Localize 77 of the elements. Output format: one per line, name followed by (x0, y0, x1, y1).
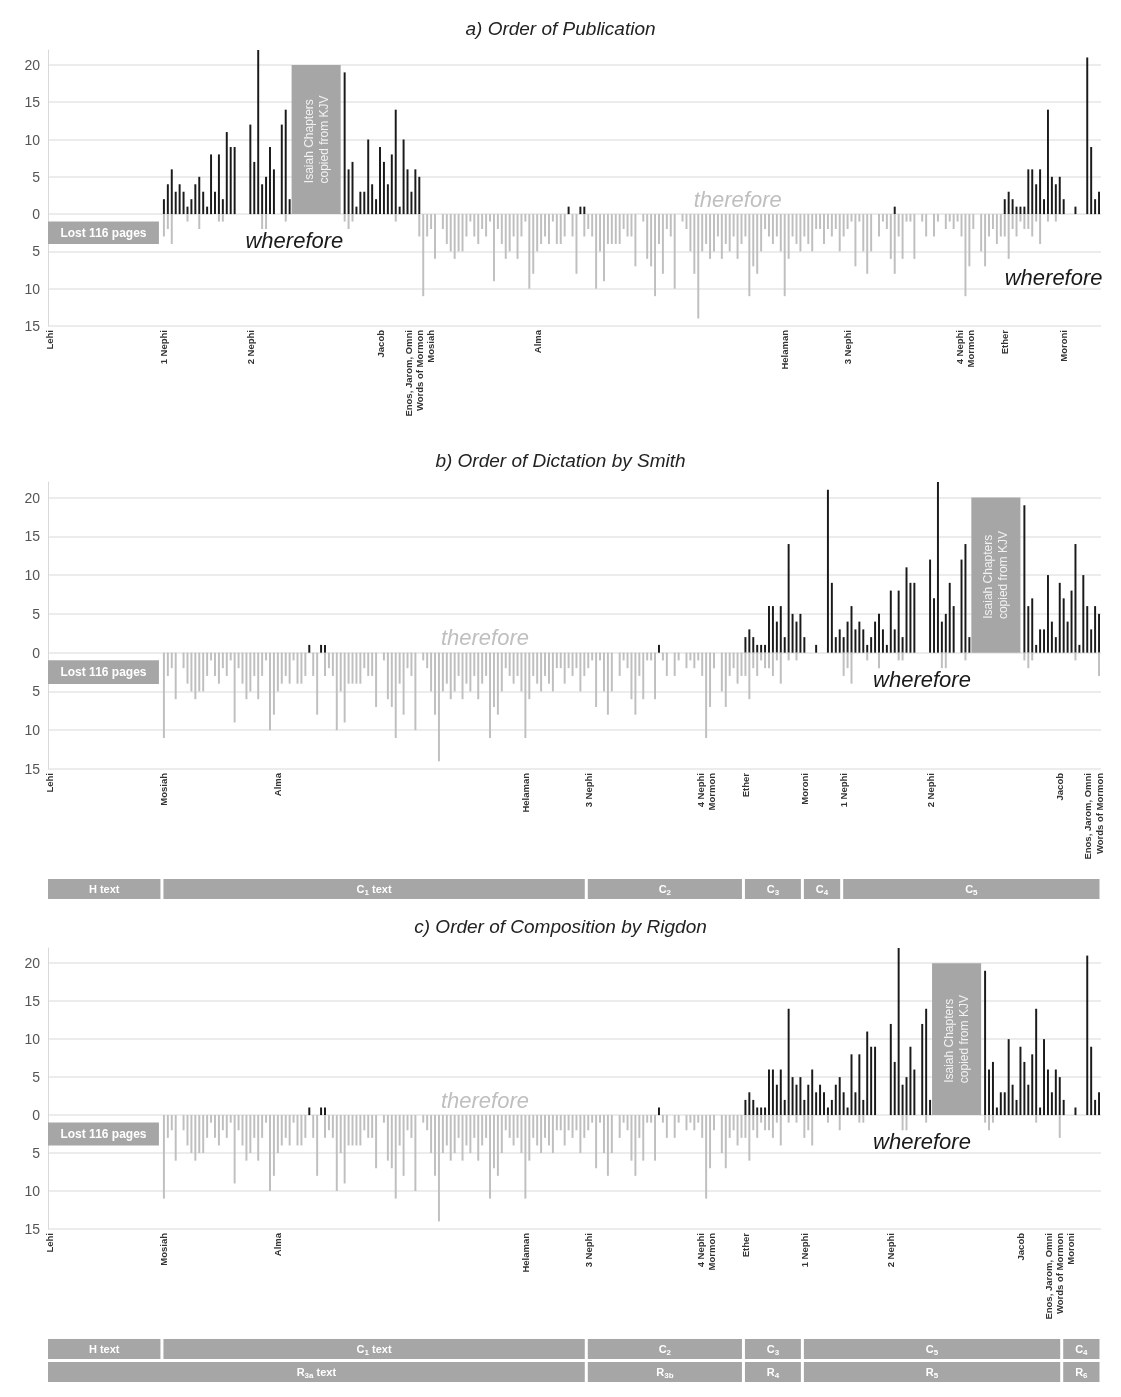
series-label: wherefore (873, 667, 971, 693)
x-tick-label: Jacob (1014, 1232, 1026, 1261)
x-tick-label: 4 Nephi Mormon (695, 1232, 718, 1271)
y-tick-label: 5 (32, 605, 41, 622)
y-tick-label: 20 (24, 955, 41, 972)
x-tick-label: 2 Nephi (885, 1233, 897, 1268)
annotation: Isaiah Chapters copied from KJV (981, 531, 1011, 620)
annotation: Isaiah Chapters copied from KJV (301, 95, 331, 184)
x-tick-label: Mosiah (158, 772, 170, 806)
x-tick-label: 1 Nephi (838, 773, 850, 808)
x-tick-label: Jacob (1054, 772, 1066, 801)
y-tick-label: 15 (24, 993, 41, 1010)
x-tick-label: Lehi (44, 1233, 56, 1253)
x-tick-label: 4 Nephi Mormon (695, 772, 718, 811)
y-tick-label: 20 (24, 56, 41, 73)
y-tick-label: 10 (24, 131, 41, 148)
x-tick-label: Lehi (44, 330, 56, 350)
y-tick-label: 15 (24, 528, 41, 545)
y-tick-label: 5 (32, 243, 41, 260)
text: wherefore (1004, 265, 1103, 291)
y-tick-label: 10 (24, 722, 41, 739)
x-tick-label: Mosiah (158, 1232, 170, 1266)
y-tick-label: 15 (24, 1221, 41, 1237)
y-tick-label: 5 (32, 168, 41, 185)
x-tick-label: 4 Nephi Mormon (954, 329, 977, 368)
y-tick-label: 20 (24, 489, 41, 506)
y-tick-label: 10 (24, 567, 41, 584)
x-tick-label: Alma (272, 1232, 284, 1257)
y-tick-label: 15 (24, 318, 41, 334)
y-tick-label: 5 (32, 1145, 41, 1162)
y-tick-label: 10 (24, 280, 41, 297)
x-tick-label: Ether (739, 772, 751, 798)
x-tick-label: 3 Nephi (842, 330, 854, 365)
y-tick-label: 0 (32, 1107, 41, 1124)
x-tick-label: Enos, Jarom, Omni Words of Mormon Mosiah (402, 329, 436, 417)
x-tick-label: Ether (999, 329, 1011, 355)
x-tick-label: 1 Nephi (158, 330, 170, 365)
chart-title: a) Order of Publication (465, 18, 656, 39)
y-tick-label: 15 (24, 94, 41, 111)
y-tick-label: 5 (32, 1069, 41, 1086)
x-tick-label: Alma (531, 329, 543, 354)
y-tick-label: 10 (24, 1031, 41, 1048)
x-tick-label: 3 Nephi (582, 1233, 594, 1268)
annotation: Isaiah Chapters copied from KJV (942, 995, 972, 1084)
x-tick-label: Enos, Jarom, Omni (1081, 773, 1093, 860)
x-tick-label: Moroni (1058, 330, 1070, 362)
x-tick-label: Jacob (374, 329, 386, 358)
annotation: Lost 116 pages (60, 1127, 147, 1142)
x-tick-label: Words of Mormon (1093, 772, 1105, 855)
chart-title: c) Order of Composition by Rigdon (414, 916, 707, 937)
x-tick-label: 2 Nephi (244, 330, 256, 365)
series-label: wherefore (873, 1129, 971, 1155)
x-tick-label: Lehi (44, 773, 56, 793)
x-tick-label: Alma (272, 772, 284, 797)
x-tick-label: Enos, Jarom, Omni Words of Mormon Moroni (1043, 1232, 1077, 1320)
annotation: Lost 116 pages (60, 225, 147, 240)
x-tick-label: Helaman (519, 1232, 531, 1273)
x-tick-label: Helaman (519, 772, 531, 813)
x-tick-label: Ether (739, 1232, 751, 1258)
y-tick-label: 10 (24, 1183, 41, 1200)
series-label: therefore (440, 625, 530, 651)
x-tick-label: Helaman (779, 329, 791, 370)
x-tick-label: 3 Nephi (582, 773, 594, 808)
text: H text (88, 1343, 120, 1355)
annotation: Lost 116 pages (60, 665, 147, 680)
x-tick-label: 1 Nephi (798, 1233, 810, 1268)
x-tick-label: 2 Nephi (924, 773, 936, 808)
text: H text (88, 883, 120, 895)
y-tick-label: 0 (32, 644, 41, 661)
chart-title: b) Order of Dictation by Smith (435, 450, 686, 471)
x-tick-label: Moroni (798, 773, 810, 805)
series-label: therefore (440, 1088, 530, 1114)
y-tick-label: 0 (32, 206, 41, 223)
y-tick-label: 5 (32, 683, 41, 700)
series-label: wherefore (245, 227, 344, 253)
y-tick-label: 15 (24, 761, 41, 777)
series-label: therefore (693, 187, 782, 213)
